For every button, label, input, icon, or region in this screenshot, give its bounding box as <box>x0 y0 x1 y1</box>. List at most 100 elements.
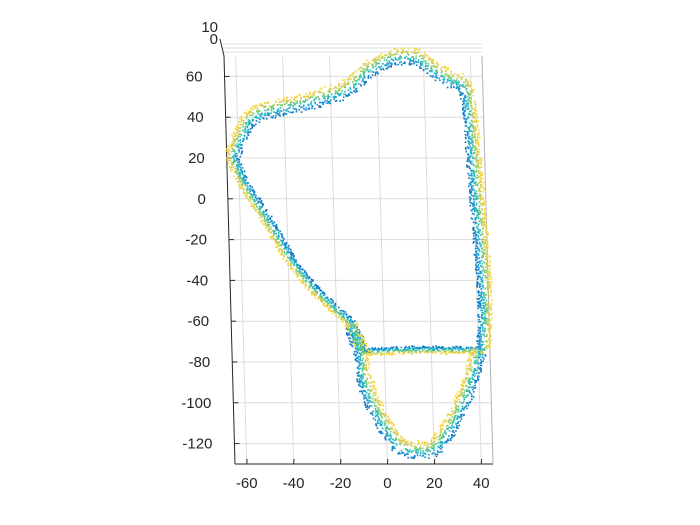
point <box>477 332 480 335</box>
point <box>473 135 476 137</box>
point <box>305 99 307 101</box>
point <box>472 131 475 133</box>
point <box>485 243 487 245</box>
point <box>345 319 348 322</box>
point <box>307 104 310 107</box>
point <box>435 66 437 69</box>
point <box>386 61 389 64</box>
point <box>418 55 421 58</box>
point <box>467 136 470 139</box>
point <box>287 246 289 249</box>
point <box>471 398 473 401</box>
point <box>482 302 484 304</box>
point <box>343 93 345 96</box>
point <box>466 407 468 410</box>
point <box>366 67 369 69</box>
point <box>486 272 489 274</box>
point <box>480 218 482 221</box>
point <box>355 334 357 337</box>
point <box>402 352 404 354</box>
point <box>358 336 360 339</box>
point <box>302 280 305 282</box>
point <box>432 437 435 439</box>
point <box>464 109 466 112</box>
point <box>285 253 287 256</box>
point <box>477 354 480 357</box>
point <box>235 178 237 180</box>
point <box>285 261 287 263</box>
point <box>456 417 459 420</box>
point <box>353 77 356 80</box>
point <box>437 445 439 448</box>
point <box>289 260 292 262</box>
point <box>466 380 469 383</box>
point <box>255 117 258 119</box>
point <box>281 104 283 107</box>
point <box>486 286 488 288</box>
point <box>419 450 422 452</box>
point <box>477 272 480 275</box>
point <box>302 277 305 279</box>
point <box>327 100 330 103</box>
point <box>472 229 475 232</box>
point <box>467 102 470 105</box>
point <box>282 254 285 257</box>
point <box>477 277 479 279</box>
point <box>388 52 390 55</box>
point <box>463 397 465 399</box>
point <box>272 105 274 108</box>
point <box>486 335 488 338</box>
point <box>249 111 252 113</box>
point <box>259 211 262 213</box>
point <box>444 441 447 444</box>
point <box>362 357 365 360</box>
point <box>491 281 493 283</box>
point <box>282 99 284 101</box>
point <box>474 192 476 195</box>
point <box>471 348 473 351</box>
point <box>327 97 329 99</box>
point <box>357 367 359 370</box>
point <box>362 348 364 351</box>
point <box>410 441 412 443</box>
point <box>475 202 478 205</box>
point <box>369 396 372 399</box>
point <box>434 453 437 456</box>
point <box>487 291 489 294</box>
point <box>233 175 236 178</box>
point <box>400 449 403 452</box>
point <box>252 189 255 192</box>
point <box>388 418 391 420</box>
point <box>367 395 370 398</box>
point <box>481 174 483 176</box>
point <box>478 151 481 153</box>
point <box>361 359 363 362</box>
point <box>462 113 465 116</box>
point <box>483 200 486 203</box>
point <box>298 272 301 274</box>
point <box>411 442 413 445</box>
point <box>467 137 470 140</box>
point <box>382 68 385 71</box>
point <box>365 406 367 408</box>
point <box>357 375 359 377</box>
point <box>478 205 481 207</box>
point <box>277 235 280 238</box>
point <box>454 352 456 354</box>
point <box>366 63 369 65</box>
point <box>408 349 411 351</box>
point <box>247 123 250 126</box>
point <box>484 294 486 297</box>
point <box>404 448 407 450</box>
point <box>347 316 350 318</box>
point <box>448 413 450 416</box>
point <box>277 237 280 239</box>
point <box>416 349 418 352</box>
point <box>369 377 371 380</box>
point <box>275 246 277 248</box>
x-tick-label: 40 <box>473 475 490 492</box>
point <box>478 267 480 269</box>
point <box>293 98 295 101</box>
point <box>391 352 394 355</box>
point <box>342 310 344 312</box>
